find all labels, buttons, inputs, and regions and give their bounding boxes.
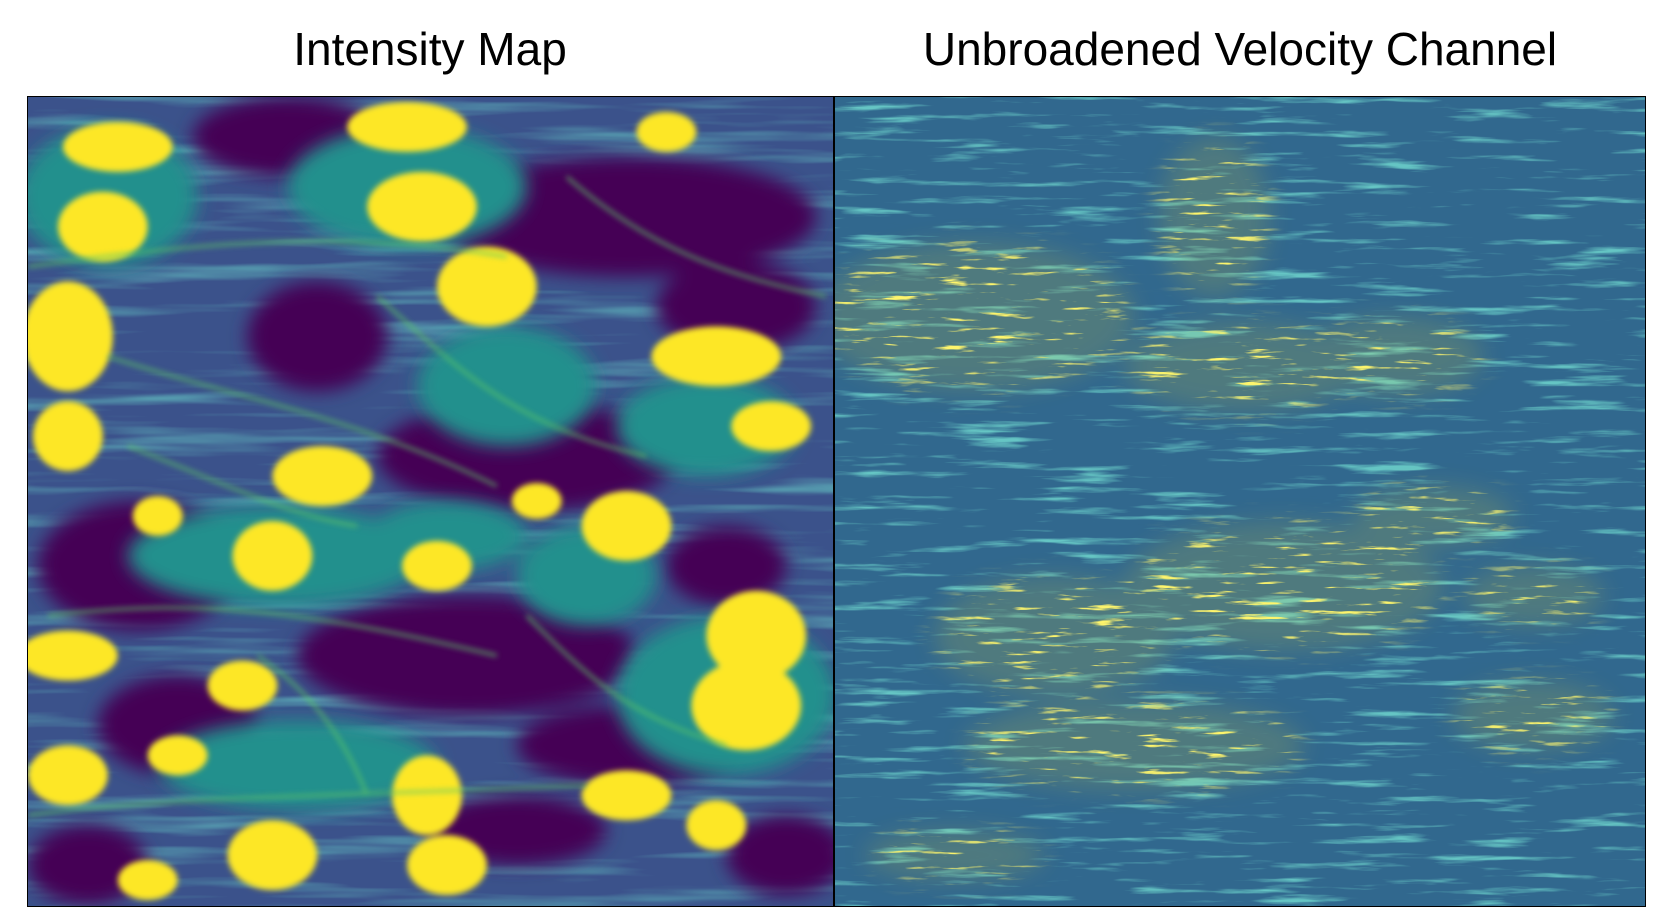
intensity-filaments [28,175,827,817]
intensity-map-title: Intensity Map [293,23,567,75]
velocity-channel-image [834,96,1646,907]
intensity-map-texture [28,97,833,906]
velocity-channel-texture [835,97,1645,906]
velocity-bright-regions [835,97,1645,906]
intensity-map-image [27,96,834,907]
velocity-channel-title: Unbroadened Velocity Channel [922,23,1558,75]
intensity-bright-regions [28,101,812,901]
